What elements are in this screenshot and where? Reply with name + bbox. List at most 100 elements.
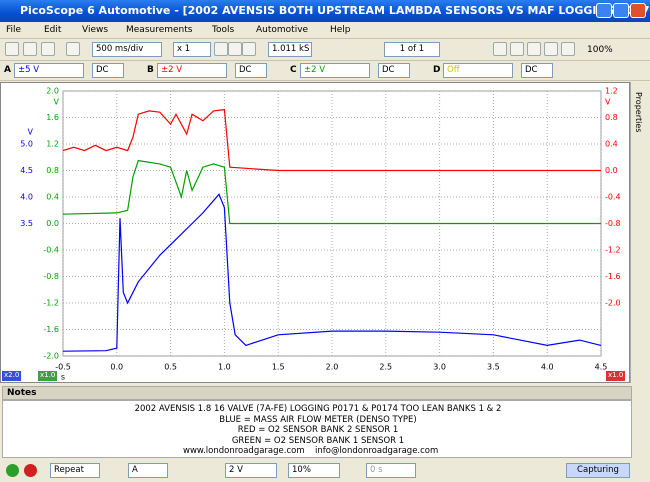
scale-badge: x2.0 [2, 371, 22, 381]
y-tick-label: 4.0 [20, 193, 33, 202]
channel-label: A [4, 65, 11, 75]
channel-range[interactable]: ±5 V [14, 63, 84, 78]
x-tick-label: 4.5 [595, 363, 608, 372]
y-tick-label: -1.2 [43, 299, 59, 308]
notes-panel: www.londonroadgarage.com info@londonroad… [2, 400, 632, 458]
pointer-tool[interactable] [493, 42, 507, 56]
channel-toolbar: A ±5 V DC B ±2 V DC C ±2 V DC D Off DC [0, 61, 650, 81]
y-tick-label: 0.8 [605, 113, 618, 122]
zoom-select[interactable]: x 1 [173, 42, 211, 57]
tool-icon[interactable] [66, 42, 80, 56]
tool-icon[interactable] [5, 42, 19, 56]
chart: -0.5 0.0 0.5 1.0 1.5 2.0 2.5 3.0 3.5 4.0 4.5 s 2.0 1.… [20, 87, 621, 382]
hand-tool[interactable] [510, 42, 524, 56]
x-tick-label: -0.5 [55, 363, 71, 372]
y-tick-label: 0.4 [605, 140, 618, 149]
y-tick-label: 1.2 [46, 140, 59, 149]
side-panel: Properties [630, 82, 650, 383]
x-tick-label: 0.5 [164, 363, 177, 372]
y-tick-label: 0.0 [46, 219, 59, 228]
menu-item[interactable]: Help [330, 25, 351, 35]
menu-item[interactable]: File [6, 25, 22, 35]
x-tick-label: 0.0 [110, 363, 123, 372]
series-line [62, 108, 601, 172]
minimize-button[interactable] [596, 3, 612, 18]
x-axis-label: s [61, 373, 65, 382]
y-tick-label: 2.0 [46, 87, 59, 96]
y-tick-label: -0.8 [605, 219, 621, 228]
x-tick-label: 3.0 [433, 363, 446, 372]
menu-item[interactable]: Edit [44, 25, 62, 35]
zoom-reset[interactable] [242, 42, 256, 56]
channel-coupling[interactable]: DC [92, 63, 124, 78]
y-tick-label: 0.4 [46, 193, 59, 202]
timebase-select[interactable]: 500 ms/div [92, 42, 162, 57]
samples-box[interactable]: 1.011 kS [268, 42, 312, 57]
maximize-button[interactable] [613, 3, 629, 18]
y-tick-label: 0.8 [46, 166, 59, 175]
y-tick-label: 5.0 [20, 140, 33, 149]
channel-coupling[interactable]: DC [235, 63, 267, 78]
notes-line: GREEN = O2 SENSOR BANK 1 SENSOR 1 [231, 435, 405, 446]
zoom-in[interactable] [214, 42, 228, 56]
x-tick-label: 3.5 [487, 363, 500, 372]
channel-range[interactable]: Off [443, 63, 513, 78]
zoom-tool[interactable] [544, 42, 558, 56]
buffer-box[interactable]: 1 of 1 [384, 42, 440, 57]
scope-view: -0.5 0.0 0.5 1.0 1.5 2.0 2.5 3.0 3.5 4.0 4.5 s 2.0 1.… [0, 82, 630, 383]
y-tick-label: 0.0 [605, 166, 618, 175]
channel-coupling[interactable]: DC [378, 63, 410, 78]
menu-item[interactable]: Measurements [126, 25, 193, 35]
notes-website: www.londonroadgarage.com [183, 446, 305, 456]
status-bar: Repeat A 2 V 10% 0 s Capturing [0, 460, 650, 482]
channel-label: B [147, 65, 154, 75]
menu-item[interactable]: Tools [212, 25, 235, 35]
zoom-tool[interactable] [527, 42, 541, 56]
pre-trigger[interactable]: 10% [288, 463, 340, 478]
y-tick-label: -0.4 [43, 246, 59, 255]
toolbar: 500 ms/div x 1 1.011 kS 1 of 1 100% [0, 39, 650, 61]
channel-range[interactable]: ±2 V [157, 63, 227, 78]
menu-item[interactable]: Views [82, 25, 109, 35]
stop-button[interactable] [24, 464, 37, 477]
trigger-level[interactable]: 2 V [225, 463, 277, 478]
y-tick-label: -0.4 [605, 193, 621, 202]
scale-badge: x1.0 [606, 371, 626, 381]
y-axis-label: V [54, 98, 60, 107]
x-tick-label: 1.0 [218, 363, 231, 372]
notes-header: Notes [2, 386, 632, 400]
notes-line: BLUE = MASS AIR FLOW METER (DENSO TYPE) [219, 414, 417, 425]
trigger-mode[interactable]: Repeat [50, 463, 100, 478]
trigger-channel[interactable]: A [128, 463, 168, 478]
zoom-out[interactable] [228, 42, 242, 56]
status-indicator: Capturing [566, 463, 630, 478]
y-tick-label: -0.8 [43, 272, 59, 281]
y-tick-label: 1.6 [46, 113, 59, 122]
menu-item[interactable]: Automotive [256, 25, 309, 35]
x-tick-label: 1.5 [272, 363, 285, 372]
zoom-tool[interactable] [561, 42, 575, 56]
properties-tab[interactable]: Properties [634, 92, 643, 133]
notes-line: RED = O2 SENSOR BANK 2 SENSOR 1 [237, 425, 399, 435]
channel-coupling[interactable]: DC [521, 63, 553, 78]
y-tick-label: -2.0 [43, 352, 59, 361]
channel-label: C [290, 65, 297, 75]
x-tick-label: 2.0 [326, 363, 339, 372]
close-button[interactable] [630, 3, 646, 18]
y-tick-label: 3.5 [20, 219, 33, 228]
channel-range[interactable]: ±2 V [300, 63, 370, 78]
y3-axis-label: V [28, 128, 34, 137]
trigger-delay[interactable]: 0 s [366, 463, 416, 478]
series-line [62, 193, 602, 352]
window-title: PicoScope 6 Automotive - [2002 AVENSIS B… [0, 0, 650, 22]
x-tick-label: 2.5 [379, 363, 392, 372]
channel-label: D [433, 65, 441, 75]
tool-icon[interactable] [41, 42, 55, 56]
tool-icon[interactable] [23, 42, 37, 56]
zoom-percent: 100% [587, 45, 613, 55]
start-button[interactable] [6, 464, 19, 477]
y-tick-label: 4.5 [20, 166, 33, 175]
series-line [62, 159, 601, 225]
x-tick-label: 4.0 [541, 363, 554, 372]
